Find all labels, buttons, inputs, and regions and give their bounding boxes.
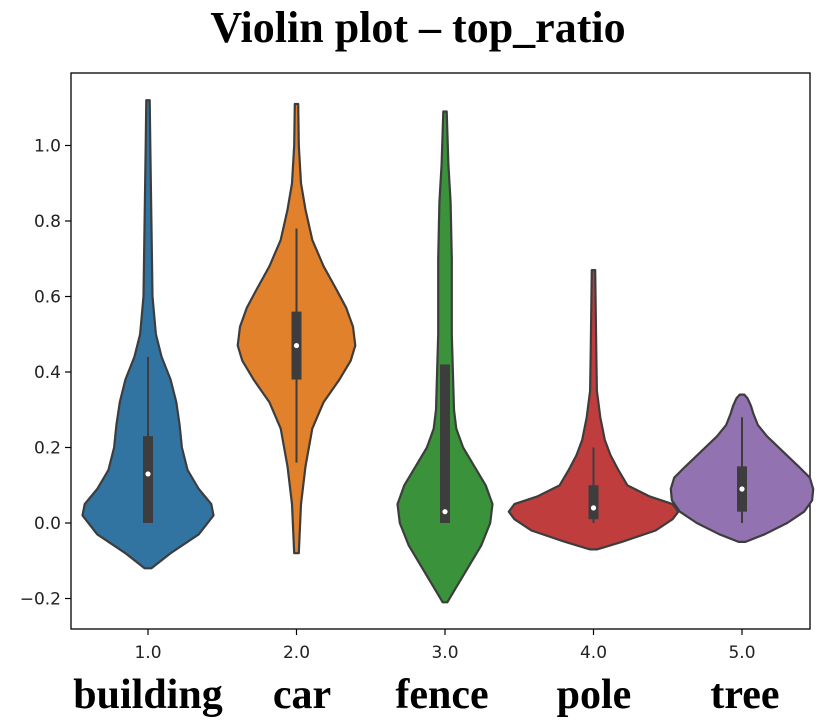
violin-iqr-box bbox=[440, 364, 450, 523]
category-label-car: car bbox=[273, 672, 331, 718]
violin-iqr-box bbox=[143, 436, 153, 523]
x-tick-label: 3.0 bbox=[431, 643, 458, 663]
y-tick-label: 0.0 bbox=[34, 514, 61, 534]
violin-median bbox=[145, 471, 151, 477]
violin-building bbox=[81, 99, 215, 570]
x-tick-label: 4.0 bbox=[580, 643, 607, 663]
x-tick-label: 5.0 bbox=[728, 643, 755, 663]
violin-body bbox=[396, 110, 494, 604]
chart-title: Violin plot – top_ratio bbox=[210, 3, 626, 52]
y-tick-label: −0.2 bbox=[20, 590, 61, 610]
y-tick-label: 0.8 bbox=[34, 212, 61, 232]
violin-iqr-box bbox=[588, 485, 599, 520]
plot-frame bbox=[70, 72, 811, 630]
violin-median bbox=[739, 486, 745, 492]
x-tick-label: 1.0 bbox=[134, 643, 161, 663]
violin-fence bbox=[396, 110, 494, 604]
violin-tree bbox=[669, 393, 815, 543]
category-label-tree: tree bbox=[710, 672, 779, 718]
violin-pole bbox=[507, 269, 680, 551]
y-tick-label: 0.4 bbox=[34, 363, 61, 383]
category-label-fence: fence bbox=[395, 672, 488, 718]
violin-car bbox=[236, 102, 357, 555]
x-tick-label: 2.0 bbox=[283, 643, 310, 663]
violin-body bbox=[507, 269, 680, 551]
violins bbox=[81, 99, 815, 604]
y-axis: −0.2 0.0 0.2 0.4 0.6 0.8 1.0 bbox=[20, 137, 71, 610]
y-tick-label: 1.0 bbox=[34, 137, 61, 157]
violin-median bbox=[293, 342, 300, 349]
x-axis: 1.0 2.0 3.0 4.0 5.0 bbox=[134, 629, 756, 663]
y-tick-label: 0.6 bbox=[34, 288, 61, 308]
violin-median bbox=[442, 509, 448, 515]
category-labels: building car fence pole tree bbox=[73, 672, 779, 718]
y-tick-label: 0.2 bbox=[34, 439, 61, 459]
category-label-building: building bbox=[73, 672, 222, 718]
violin-body bbox=[81, 99, 215, 570]
violin-median bbox=[590, 505, 597, 511]
category-label-pole: pole bbox=[557, 672, 632, 718]
